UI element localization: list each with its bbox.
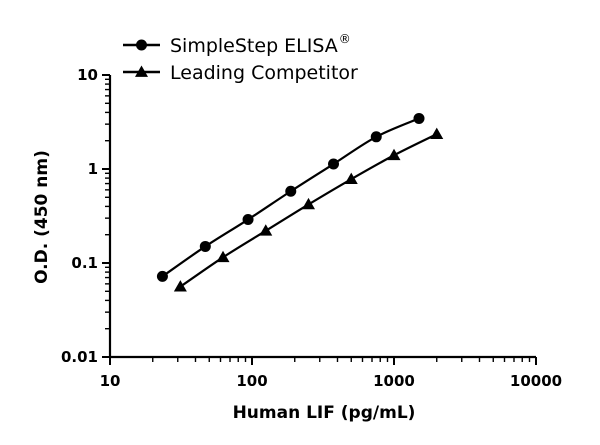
legend-registered-mark: ® bbox=[339, 32, 351, 46]
data-point-competitor bbox=[387, 148, 401, 161]
data-point-competitor bbox=[344, 172, 358, 185]
data-point-simplestep bbox=[370, 131, 382, 143]
series-simplestep bbox=[156, 112, 425, 282]
data-point-simplestep bbox=[285, 185, 297, 197]
x-tick-label: 10000 bbox=[510, 372, 562, 390]
data-point-simplestep bbox=[199, 240, 211, 252]
data-point-simplestep bbox=[413, 112, 425, 124]
data-point-simplestep bbox=[156, 270, 168, 282]
data-point-competitor bbox=[173, 280, 187, 292]
legend-label-simplestep: SimpleStep ELISA® bbox=[170, 32, 351, 57]
data-point-competitor bbox=[216, 250, 230, 263]
y-tick-label: 10 bbox=[77, 66, 98, 84]
data-point-simplestep bbox=[242, 214, 254, 226]
data-point-simplestep bbox=[328, 158, 340, 170]
legend-marker-simplestep bbox=[136, 39, 147, 51]
x-tick-label: 1000 bbox=[373, 372, 415, 390]
legend-item-competitor: Leading Competitor bbox=[123, 62, 358, 84]
y-tick-label: 1 bbox=[88, 160, 98, 178]
x-tick-label: 100 bbox=[236, 372, 267, 390]
legend: SimpleStep ELISA® Leading Competitor bbox=[123, 32, 358, 84]
y-tick-label: 0.01 bbox=[61, 348, 98, 366]
legend-label-competitor: Leading Competitor bbox=[170, 62, 358, 84]
series-layer bbox=[156, 112, 444, 292]
axes: 10 100 1000 10000 0.01 0.1 1 10 bbox=[61, 66, 562, 390]
y-axis-title: O.D. (450 nm) bbox=[32, 150, 52, 284]
series-line-simplestep bbox=[161, 117, 420, 278]
legend-item-simplestep: SimpleStep ELISA® bbox=[123, 32, 351, 57]
x-tick-label: 10 bbox=[100, 372, 121, 390]
x-axis-title: Human LIF (pg/mL) bbox=[233, 403, 416, 423]
data-point-competitor bbox=[302, 197, 316, 210]
y-tick-label: 0.1 bbox=[71, 254, 98, 272]
data-point-competitor bbox=[259, 224, 273, 236]
legend-marker-competitor bbox=[135, 65, 148, 77]
data-point-competitor bbox=[430, 127, 444, 139]
series-competitor bbox=[173, 127, 444, 292]
